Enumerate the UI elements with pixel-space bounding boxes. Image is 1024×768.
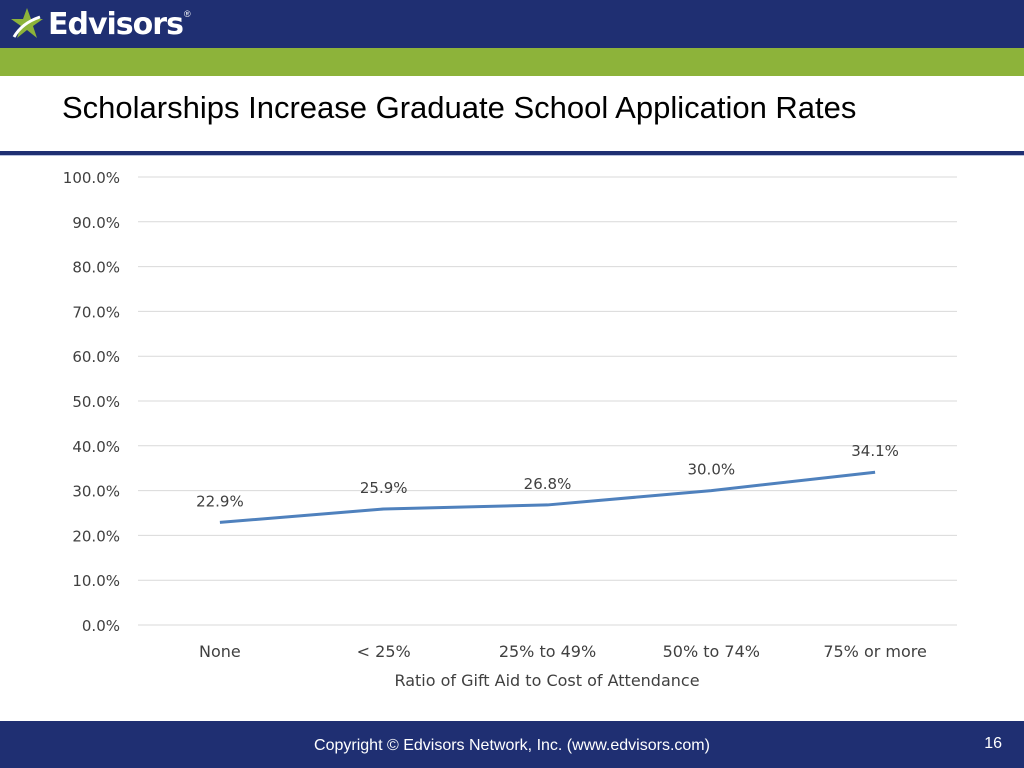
series-line bbox=[219, 470, 876, 524]
y-tick-label: 0.0% bbox=[82, 617, 120, 635]
accent-bar bbox=[0, 48, 1024, 76]
header-bar: Edvisors ® bbox=[0, 0, 1024, 48]
x-tick-label: < 25% bbox=[357, 642, 411, 661]
y-tick-label: 60.0% bbox=[72, 348, 120, 366]
data-label: 30.0% bbox=[687, 461, 735, 479]
x-axis-title: Ratio of Gift Aid to Cost of Attendance bbox=[394, 671, 699, 690]
data-label: 34.1% bbox=[851, 442, 899, 460]
logo-text: Edvisors bbox=[48, 6, 184, 42]
y-tick-label: 70.0% bbox=[72, 303, 120, 321]
y-tick-label: 90.0% bbox=[72, 214, 120, 232]
x-tick-label: None bbox=[199, 642, 241, 661]
y-tick-label: 30.0% bbox=[72, 483, 120, 501]
x-tick-label: 50% to 74% bbox=[663, 642, 760, 661]
footer-bar: Copyright © Edvisors Network, Inc. (www.… bbox=[0, 721, 1024, 768]
data-label: 22.9% bbox=[196, 492, 244, 510]
x-tick-label: 25% to 49% bbox=[499, 642, 596, 661]
line-chart: 0.0% 10.0% 20.0% 30.0% 40.0% 50.0% 60.0% 70.0% 8… bbox=[63, 169, 957, 690]
x-tick-label: 75% or more bbox=[823, 642, 927, 661]
gridlines bbox=[138, 176, 957, 626]
data-labels: 22.9% 25.9% 26.8% 30.0% 34.1% bbox=[196, 442, 899, 510]
y-tick-label: 100.0% bbox=[63, 169, 120, 187]
edvisors-logo: Edvisors ® bbox=[10, 4, 191, 44]
copyright-text: Copyright © Edvisors Network, Inc. (www.… bbox=[314, 737, 710, 754]
page-number: 16 bbox=[984, 735, 1002, 752]
y-axis-ticks: 0.0% 10.0% 20.0% 30.0% 40.0% 50.0% 60.0% 70.0% 8… bbox=[63, 169, 120, 635]
data-label: 25.9% bbox=[360, 479, 408, 497]
title-divider bbox=[0, 151, 1024, 155]
data-label: 26.8% bbox=[524, 475, 572, 493]
y-tick-label: 10.0% bbox=[72, 572, 120, 590]
y-tick-label: 20.0% bbox=[72, 527, 120, 545]
star-swoosh-icon bbox=[11, 8, 43, 38]
registered-mark: ® bbox=[183, 9, 191, 19]
y-tick-label: 50.0% bbox=[72, 393, 120, 411]
title-divider-shadow bbox=[0, 155, 1024, 156]
slide-title: Scholarships Increase Graduate School Ap… bbox=[62, 90, 857, 125]
y-tick-label: 40.0% bbox=[72, 438, 120, 456]
x-axis-ticks: None < 25% 25% to 49% 50% to 74% 75% or more bbox=[199, 642, 927, 661]
y-tick-label: 80.0% bbox=[72, 259, 120, 277]
